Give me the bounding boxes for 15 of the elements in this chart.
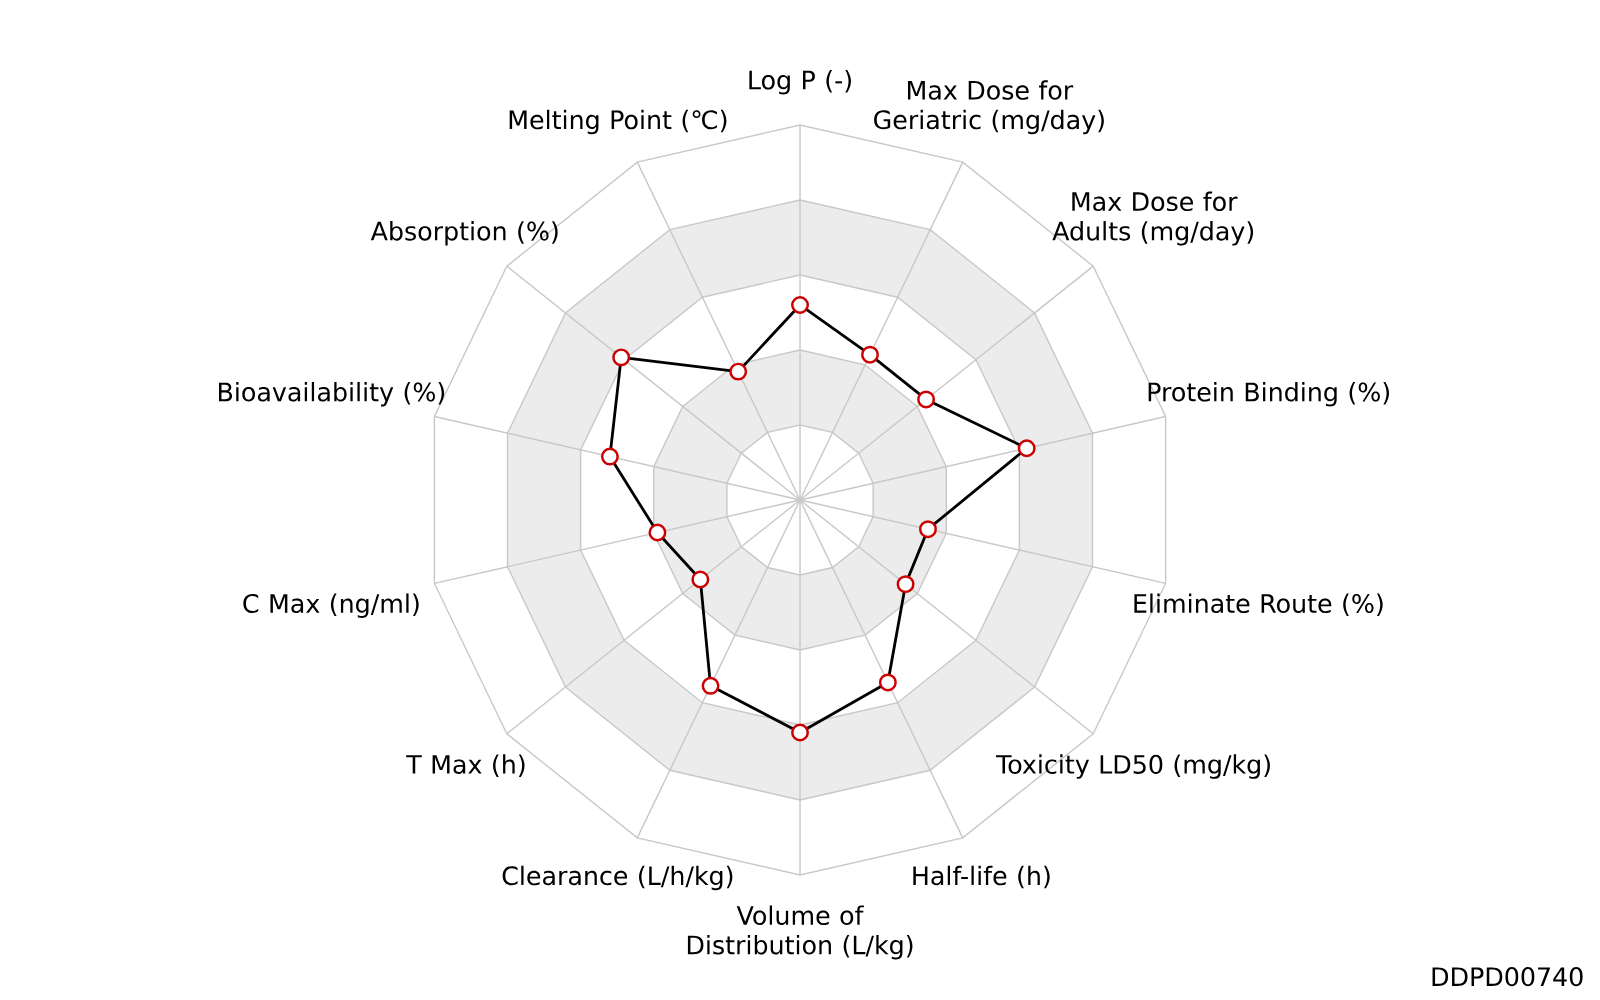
spoke-label: Max Dose for Adults (mg/day) [1052, 191, 1254, 246]
spoke-label: T Max (h) [406, 754, 525, 777]
spoke-label: Melting Point (℃) [509, 109, 727, 135]
spoke-label: Bioavailability (%) [218, 381, 445, 407]
spoke-label: Clearance (L/h/kg) [502, 865, 733, 891]
spoke-label: Half-life (h) [913, 865, 1050, 889]
spoke-label: C Max (ng/ml) [243, 593, 419, 618]
spoke-label: Toxicity LD50 (mg/kg) [995, 754, 1270, 779]
text: DDPD00740 [1432, 967, 1583, 987]
spoke-label: Volume of Distribution (L/kg) [687, 905, 913, 960]
spoke-label: Eliminate Route (%) [1134, 593, 1383, 617]
spoke-label: Log P (-) [749, 70, 851, 95]
spoke-label: Absorption (%) [370, 221, 558, 246]
spoke-label: Max Dose for Geriatric (mg/day) [874, 80, 1104, 135]
spoke-label: Protein Binding (%) [1148, 381, 1390, 407]
